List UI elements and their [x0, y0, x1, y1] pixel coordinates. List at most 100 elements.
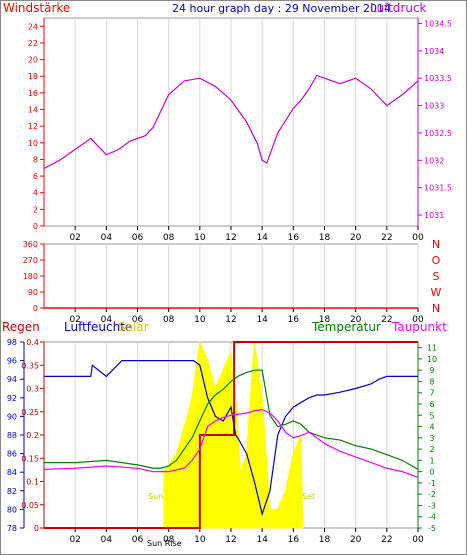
y-tick-label: 9	[429, 366, 434, 375]
y-tick-label: 0.3	[26, 385, 39, 394]
y-tick-label: 0.4	[26, 338, 39, 347]
y-tick-label: 16	[28, 89, 38, 98]
y-tick-label: 96	[7, 357, 17, 366]
x-tick-label: 22	[381, 233, 392, 243]
y-tick-label: 4	[33, 189, 38, 198]
y-tick-label: 86	[7, 450, 17, 459]
y-tick-label: 14	[28, 106, 38, 115]
sunrise-label: Sun	[148, 492, 163, 501]
humidity-label: Luftfeuchte	[64, 320, 132, 334]
y-tick-label: 22	[28, 39, 38, 48]
x-tick-label: 18	[319, 233, 331, 243]
x-tick-label: 22	[381, 535, 392, 545]
dewpoint-label: Taupunkt	[391, 320, 447, 334]
y-tick-label: -4	[428, 513, 436, 522]
y-tick-label: 1033.5	[424, 74, 452, 83]
compass-label: S	[433, 270, 440, 283]
y-tick-label: 84	[7, 468, 17, 477]
x-tick-label: 14	[256, 535, 268, 545]
sunset-label: Set	[302, 492, 315, 501]
y-tick-label: 11	[427, 344, 437, 353]
temperature-line	[44, 369, 419, 470]
dewpoint-line	[43, 409, 419, 478]
y-tick-label: 6	[33, 172, 38, 181]
x-tick-label: 20	[350, 233, 362, 243]
x-tick-label: 08	[163, 535, 175, 545]
y-tick-label: 24	[28, 22, 38, 31]
humidity-line	[44, 360, 418, 517]
x-tick-label: 04	[101, 315, 113, 325]
y-tick-label: 94	[7, 375, 17, 384]
y-tick-label: 8	[429, 377, 434, 386]
compass-label: W	[431, 286, 442, 299]
x-tick-label: 02	[69, 315, 80, 325]
y-tick-label: 0.35	[21, 361, 39, 370]
chart-title: 24 hour graph day : 29 November 2014	[172, 2, 391, 15]
rain-line	[44, 341, 418, 529]
x-tick-label: 16	[288, 233, 300, 243]
y-tick-label: 2	[33, 205, 38, 214]
y-tick-label: -1	[428, 479, 436, 488]
y-tick-label: 180	[23, 272, 38, 281]
y-tick-label: 4	[429, 423, 434, 432]
x-tick-label: 20	[350, 535, 362, 545]
x-tick-label: 02	[69, 233, 80, 243]
compass-label: N	[432, 238, 440, 251]
x-tick-label: 12	[225, 535, 236, 545]
sunrise-axis-label: Sun Rise	[147, 539, 182, 548]
x-tick-label: 14	[256, 315, 268, 325]
x-tick-label: 02	[69, 535, 80, 545]
x-tick-label: 22	[381, 315, 392, 325]
y-tick-label: 6	[429, 400, 434, 409]
pressure-label: Luftdruck	[370, 1, 427, 15]
y-tick-label: 1	[429, 456, 434, 465]
x-tick-label: 14	[256, 233, 268, 243]
y-tick-label: -3	[428, 501, 436, 510]
x-tick-label: 08	[163, 233, 175, 243]
y-tick-label: 0.05	[21, 501, 39, 510]
y-tick-label: 1031.5	[424, 184, 452, 193]
x-tick-label: 00	[412, 535, 424, 545]
x-tick-label: 04	[101, 535, 113, 545]
x-tick-label: 00	[412, 315, 424, 325]
solar-label: Solar	[118, 320, 149, 334]
y-tick-label: 0	[33, 304, 38, 313]
y-tick-label: 90	[28, 288, 38, 297]
y-tick-label: 8	[33, 155, 38, 164]
x-tick-label: 06	[132, 233, 144, 243]
y-tick-label: -5	[428, 524, 436, 533]
y-tick-label: 88	[7, 431, 17, 440]
x-tick-label: 18	[319, 535, 331, 545]
y-tick-label: 0	[33, 222, 38, 231]
y-tick-label: 360	[23, 240, 38, 249]
y-tick-label: 82	[7, 487, 17, 496]
y-tick-label: 0.15	[21, 454, 39, 463]
y-tick-label: 80	[7, 505, 17, 514]
x-tick-label: 16	[288, 315, 300, 325]
y-tick-label: 1034.5	[424, 19, 452, 28]
y-tick-label: 98	[7, 338, 17, 347]
pressure-panel: 02 04 06 08 10 12 14 16 18 20 22 00 024681012141618…	[3, 1, 452, 243]
y-tick-label: 1032	[424, 156, 444, 165]
compass-label: N	[432, 302, 440, 315]
y-tick-label: 0	[34, 524, 39, 533]
y-tick-label: 0.1	[26, 478, 39, 487]
x-tick-label: 18	[319, 315, 331, 325]
temperature-label: Temperatur	[311, 320, 381, 334]
x-tick-label: 06	[132, 315, 144, 325]
x-tick-label: 08	[163, 315, 175, 325]
x-tick-label: 04	[101, 233, 113, 243]
x-tick-label: 00	[412, 233, 424, 243]
y-tick-label: 5	[429, 411, 434, 420]
y-tick-label: 270	[23, 256, 38, 265]
x-tick-label: 12	[225, 233, 236, 243]
y-tick-label: -2	[428, 490, 436, 499]
y-tick-label: 0	[429, 468, 434, 477]
wind-label: Windstärke	[3, 1, 70, 15]
x-tick-label: 20	[350, 315, 362, 325]
y-tick-label: 18	[28, 72, 38, 81]
y-tick-label: 7	[429, 389, 434, 398]
y-tick-label: 0.2	[26, 431, 39, 440]
y-tick-label: 10	[28, 139, 38, 148]
